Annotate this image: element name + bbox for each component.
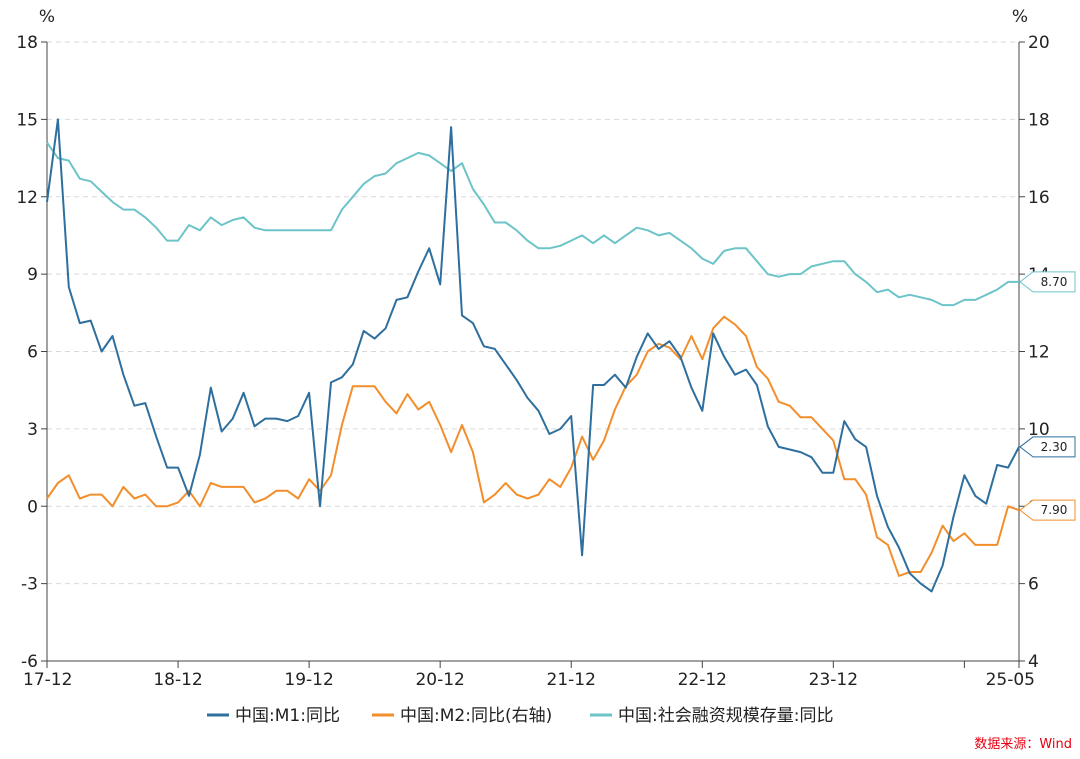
end-label-m2: 7.90 (1019, 499, 1076, 521)
legend-item: 中国:M1:同比 (207, 706, 340, 726)
legend-item: 中国:M2:同比(右轴) (372, 706, 552, 726)
x-tick-label: 25-05 (986, 670, 1035, 690)
end-labels: 2.30 7.90 8.70 (1019, 271, 1076, 521)
left-axis-ticks: -6 -3 0 3 6 9 12 15 18 (16, 33, 47, 672)
left-tick-label: 0 (27, 497, 38, 517)
right-tick-label: 4 (1028, 652, 1039, 672)
left-tick-label: 15 (16, 110, 38, 130)
right-tick-label: 6 (1028, 575, 1039, 595)
left-tick-label: 9 (27, 265, 38, 285)
end-label-value: 7.90 (1041, 503, 1068, 517)
x-axis-ticks: 17-12 18-12 19-12 20-12 21-12 22-12 23-12 25-05 (23, 661, 1035, 690)
series-line-m1 (46, 118, 1020, 593)
right-axis-ticks: 468101214161820 (1019, 33, 1050, 672)
legend: 中国:M1:同比 中国:M2:同比(右轴) 中国:社会融资规模存量:同比 (207, 706, 833, 726)
x-tick-label: 20-12 (415, 670, 464, 690)
series-line-social-financing (46, 142, 1019, 307)
legend-label: 中国:M1:同比 (235, 706, 340, 726)
end-label-value: 2.30 (1041, 440, 1068, 454)
left-tick-label: -3 (21, 575, 38, 595)
axes-layer: % % (39, 7, 1028, 662)
source-note: 数据来源：Wind (974, 737, 1072, 752)
end-label-box (1019, 499, 1076, 521)
x-tick-label: 22-12 (678, 670, 727, 690)
end-label-box (1019, 271, 1076, 293)
end-label-m1: 2.30 (1019, 436, 1076, 458)
x-tick-label: 18-12 (153, 670, 202, 690)
end-label-social-financing: 8.70 (1019, 271, 1076, 293)
x-tick-label: 19-12 (284, 670, 333, 690)
legend-item: 中国:社会融资规模存量:同比 (590, 706, 833, 726)
left-tick-label: 3 (27, 420, 38, 440)
series-line-m2 (46, 315, 1020, 577)
series-layer (46, 118, 1020, 593)
right-tick-label: 12 (1028, 343, 1050, 363)
right-axis-unit: % (1012, 7, 1028, 27)
x-tick-label: 23-12 (809, 670, 858, 690)
right-tick-label: 20 (1028, 33, 1050, 53)
left-tick-label: 18 (16, 33, 38, 53)
right-tick-label: 16 (1028, 188, 1050, 208)
right-tick-label: 10 (1028, 420, 1050, 440)
legend-label: 中国:社会融资规模存量:同比 (618, 706, 833, 726)
end-label-value: 8.70 (1041, 275, 1068, 289)
left-tick-label: 6 (27, 343, 38, 363)
x-tick-label: 17-12 (23, 670, 72, 690)
grid-layer (47, 41, 1019, 585)
left-axis-unit: % (39, 7, 55, 27)
left-tick-label: -6 (21, 652, 38, 672)
right-tick-label: 18 (1028, 110, 1050, 130)
left-tick-label: 12 (16, 188, 38, 208)
legend-label: 中国:M2:同比(右轴) (400, 706, 552, 726)
end-label-box (1019, 436, 1076, 458)
x-tick-label: 21-12 (547, 670, 596, 690)
